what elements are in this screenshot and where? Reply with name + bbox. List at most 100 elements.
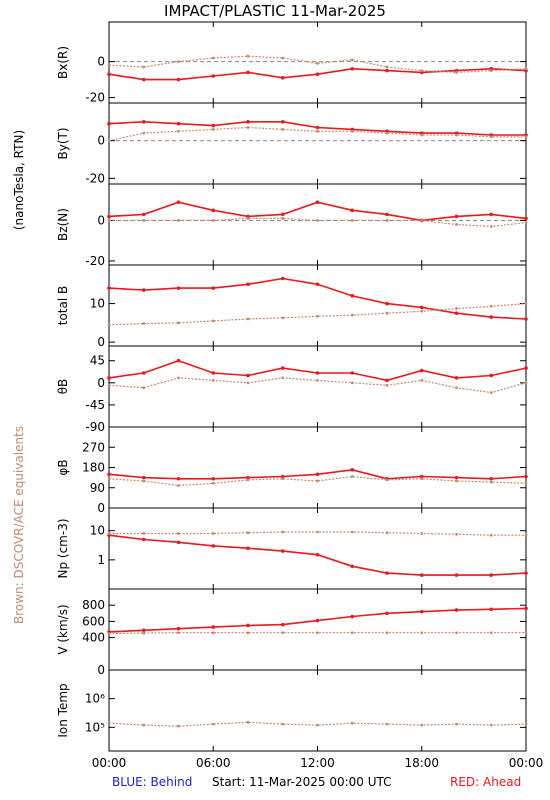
data-point-dscovr <box>281 56 285 60</box>
data-point-ahead <box>246 70 250 75</box>
data-point-dscovr <box>350 219 354 222</box>
data-point-ahead <box>489 607 494 612</box>
data-point-ahead <box>315 72 320 76</box>
data-point-dscovr <box>524 481 528 485</box>
x-tick-label: 12:00 <box>300 756 335 770</box>
data-point-ahead <box>489 476 494 481</box>
data-point-dscovr <box>107 383 111 387</box>
data-point-dscovr <box>489 69 493 72</box>
data-point-dscovr <box>350 129 354 133</box>
data-point-dscovr <box>142 723 146 727</box>
data-point-dscovr <box>420 532 424 535</box>
data-point-ahead <box>246 214 250 219</box>
data-point-dscovr <box>455 722 458 726</box>
data-point-dscovr <box>107 63 111 67</box>
data-point-dscovr <box>316 219 319 222</box>
data-point-ahead <box>454 475 459 480</box>
data-point-dscovr <box>455 479 458 483</box>
data-point-ahead <box>107 472 111 477</box>
y-tick-label: 0 <box>97 663 105 677</box>
data-point-ahead <box>107 376 111 380</box>
data-point-ahead <box>211 476 216 481</box>
data-point-ahead <box>176 358 181 363</box>
panel-y-axis-label: V (km/s) <box>56 604 70 654</box>
data-point-ahead <box>176 200 181 205</box>
data-point-dscovr <box>350 721 354 725</box>
data-point-dscovr <box>281 127 285 131</box>
data-point-dscovr <box>455 307 458 310</box>
data-point-dscovr <box>142 322 146 326</box>
data-point-dscovr <box>524 135 528 139</box>
data-point-dscovr <box>316 631 319 635</box>
data-point-dscovr <box>246 217 250 220</box>
data-point-ahead <box>246 373 250 378</box>
data-point-dscovr <box>420 309 424 313</box>
x-tick-label: 00:00 <box>509 756 544 770</box>
data-point-ahead <box>211 286 216 290</box>
data-point-dscovr <box>316 723 319 727</box>
data-point-ahead <box>141 475 146 480</box>
data-point-dscovr <box>350 475 354 478</box>
y-tick-label: -20 <box>85 91 105 105</box>
data-point-ahead <box>419 305 424 310</box>
panel-y-axis-label: total B <box>56 286 70 326</box>
data-point-dscovr <box>455 223 458 226</box>
data-point-dscovr <box>246 478 250 482</box>
data-point-ahead <box>315 472 320 477</box>
panel-frame <box>108 669 527 752</box>
data-point-ahead <box>246 623 250 628</box>
data-point-ahead <box>524 366 528 370</box>
units-side-label: (nanoTesla, RTN) <box>12 129 26 231</box>
x-tick-label: 06:00 <box>196 756 231 770</box>
data-point-dscovr <box>281 722 285 726</box>
data-point-ahead <box>385 378 389 383</box>
data-point-ahead <box>280 366 285 370</box>
data-point-ahead <box>315 200 320 205</box>
data-point-dscovr <box>455 71 458 74</box>
y-tick-label: 45 <box>90 354 105 368</box>
data-point-ahead <box>454 608 459 612</box>
data-point-dscovr <box>489 533 493 537</box>
panel-y-axis-label: Np (cm-3) <box>56 518 70 578</box>
data-point-ahead <box>280 212 285 217</box>
data-point-dscovr <box>455 386 458 390</box>
data-point-dscovr <box>489 135 493 139</box>
series-line-ahead <box>108 201 527 222</box>
data-point-dscovr <box>246 720 250 724</box>
data-point-ahead <box>176 626 181 631</box>
data-point-dscovr <box>177 129 180 133</box>
data-point-dscovr <box>211 319 215 323</box>
data-point-dscovr <box>385 531 389 535</box>
data-point-dscovr <box>350 313 354 317</box>
data-point-dscovr <box>455 133 458 137</box>
panel-frame <box>108 264 527 347</box>
data-point-ahead <box>280 622 285 627</box>
data-point-dscovr <box>211 56 215 60</box>
data-point-dscovr <box>524 381 528 385</box>
data-point-dscovr <box>420 219 424 222</box>
data-point-dscovr <box>211 722 215 726</box>
data-point-ahead <box>141 288 146 292</box>
data-point-dscovr <box>385 722 389 726</box>
panel-y-axis-label: Bz(N) <box>56 208 70 241</box>
y-tick-label: 600 <box>82 614 105 628</box>
data-point-ahead <box>350 564 355 569</box>
data-point-ahead <box>211 74 216 78</box>
start-time-label: Start: 11-Mar-2025 00:00 UTC <box>212 775 392 789</box>
data-point-dscovr <box>142 631 146 635</box>
data-point-dscovr <box>420 69 424 72</box>
data-point-ahead <box>454 376 459 380</box>
y-tick-label: -20 <box>85 254 105 268</box>
data-point-dscovr <box>177 376 180 380</box>
data-point-ahead <box>246 282 250 287</box>
data-point-dscovr <box>211 219 215 222</box>
data-point-dscovr <box>142 65 146 69</box>
data-point-ahead <box>141 77 146 82</box>
data-point-dscovr <box>385 478 389 482</box>
data-point-dscovr <box>107 219 111 222</box>
data-point-ahead <box>524 216 528 221</box>
data-point-dscovr <box>281 316 285 320</box>
data-point-dscovr <box>281 530 285 534</box>
data-point-ahead <box>385 68 389 73</box>
data-point-ahead <box>107 214 111 219</box>
